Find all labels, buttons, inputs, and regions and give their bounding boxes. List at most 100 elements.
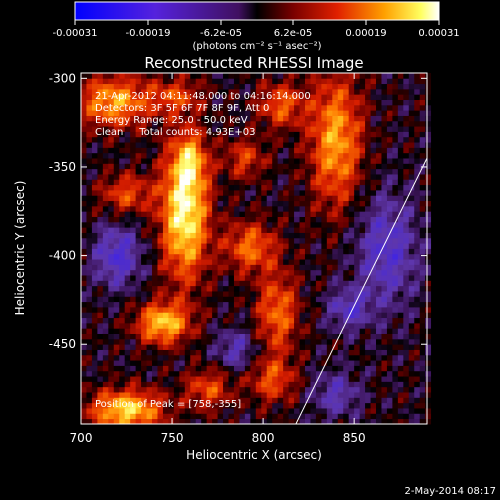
heatmap-cell bbox=[277, 227, 284, 233]
heatmap-cell bbox=[299, 211, 306, 217]
heatmap-cell bbox=[86, 94, 93, 100]
heatmap-cell bbox=[425, 163, 432, 170]
heatmap-cell bbox=[250, 418, 257, 425]
heatmap-cell bbox=[184, 200, 191, 207]
heatmap-cell bbox=[255, 301, 262, 308]
heatmap-cell bbox=[162, 333, 169, 340]
heatmap-cell bbox=[81, 307, 87, 313]
heatmap-cell bbox=[299, 147, 306, 154]
heatmap-cell bbox=[370, 370, 377, 377]
heatmap-cell bbox=[294, 291, 300, 297]
heatmap-cell bbox=[223, 275, 229, 281]
heatmap-cell bbox=[201, 131, 208, 138]
heatmap-cell bbox=[414, 99, 421, 106]
heatmap-cell bbox=[326, 73, 333, 79]
heatmap-cell bbox=[228, 73, 235, 79]
heatmap-cell bbox=[173, 344, 180, 350]
heatmap-cell bbox=[157, 322, 164, 329]
heatmap-cell bbox=[190, 349, 197, 356]
heatmap-cell bbox=[255, 328, 262, 334]
heatmap-cell bbox=[392, 413, 399, 420]
heatmap-cell bbox=[190, 338, 197, 345]
heatmap-cell bbox=[179, 349, 186, 356]
heatmap-cell bbox=[250, 312, 257, 319]
heatmap-cell bbox=[354, 88, 361, 95]
heatmap-cell bbox=[91, 413, 98, 420]
heatmap-cell bbox=[294, 338, 300, 345]
heatmap-cell bbox=[108, 184, 115, 191]
heatmap-cell bbox=[255, 259, 262, 265]
heatmap-cell bbox=[223, 99, 229, 106]
heatmap-cell bbox=[304, 221, 311, 228]
heatmap-cell bbox=[310, 269, 317, 276]
heatmap-cell bbox=[381, 365, 388, 372]
heatmap-cell bbox=[403, 275, 410, 281]
heatmap-cell bbox=[86, 104, 93, 111]
heatmap-cell bbox=[152, 253, 158, 260]
heatmap-cell bbox=[212, 275, 218, 281]
heatmap-cell bbox=[326, 408, 333, 414]
heatmap-cell bbox=[190, 317, 197, 324]
heatmap-cell bbox=[392, 174, 399, 180]
heatmap-cell bbox=[168, 110, 175, 116]
heatmap-cell bbox=[141, 418, 147, 425]
heatmap-cell bbox=[157, 392, 164, 398]
heatmap-cell bbox=[152, 397, 158, 404]
heatmap-cell bbox=[343, 152, 350, 159]
heatmap-cell bbox=[168, 131, 175, 138]
heatmap-cell bbox=[86, 99, 93, 106]
heatmap-cell bbox=[348, 168, 355, 175]
heatmap-cell bbox=[359, 211, 366, 217]
heatmap-cell bbox=[304, 370, 311, 377]
heatmap-cell bbox=[337, 264, 344, 271]
heatmap-cell bbox=[354, 110, 361, 116]
heatmap-cell bbox=[97, 312, 104, 319]
heatmap-cell bbox=[332, 392, 339, 398]
heatmap-cell bbox=[294, 322, 300, 329]
heatmap-cell bbox=[376, 296, 382, 303]
heatmap-cell bbox=[337, 174, 344, 180]
heatmap-cell bbox=[124, 264, 131, 271]
heatmap-cell bbox=[86, 152, 93, 159]
heatmap-cell bbox=[102, 243, 109, 249]
heatmap-cell bbox=[91, 418, 98, 425]
heatmap-cell bbox=[201, 184, 208, 191]
heatmap-cell bbox=[184, 392, 191, 398]
heatmap-cell bbox=[376, 317, 382, 324]
heatmap-cell bbox=[113, 280, 120, 287]
heatmap-cell bbox=[294, 397, 300, 404]
heatmap-cell bbox=[326, 397, 333, 404]
heatmap-cell bbox=[97, 370, 104, 377]
heatmap-cell bbox=[102, 349, 109, 356]
heatmap-cell bbox=[266, 200, 273, 207]
heatmap-cell bbox=[212, 126, 218, 132]
heatmap-cell bbox=[146, 83, 153, 90]
heatmap-cell bbox=[343, 253, 350, 260]
heatmap-cell bbox=[304, 83, 311, 90]
heatmap-cell bbox=[135, 312, 142, 319]
heatmap-cell bbox=[304, 78, 311, 85]
heatmap-cell bbox=[223, 158, 229, 164]
heatmap-cell bbox=[304, 360, 311, 366]
heatmap-cell bbox=[135, 83, 142, 90]
heatmap-cell bbox=[228, 174, 235, 180]
heatmap-cell bbox=[239, 195, 246, 202]
heatmap-cell bbox=[255, 253, 262, 260]
heatmap-cell bbox=[146, 408, 153, 414]
heatmap-cell bbox=[217, 174, 224, 180]
heatmap-cell bbox=[299, 158, 306, 164]
heatmap-cell bbox=[97, 338, 104, 345]
heatmap-cell bbox=[266, 381, 273, 388]
heatmap-cell bbox=[124, 152, 131, 159]
heatmap-cell bbox=[217, 317, 224, 324]
heatmap-cell bbox=[91, 152, 98, 159]
heatmap-cell bbox=[201, 190, 208, 196]
heatmap-cell bbox=[228, 136, 235, 143]
heatmap-cell bbox=[266, 136, 273, 143]
heatmap-cell bbox=[91, 349, 98, 356]
heatmap-cell bbox=[315, 237, 322, 244]
heatmap-cell bbox=[141, 243, 147, 249]
heatmap-cell bbox=[250, 73, 257, 79]
heatmap-cell bbox=[206, 120, 213, 127]
heatmap-cell bbox=[425, 264, 432, 271]
